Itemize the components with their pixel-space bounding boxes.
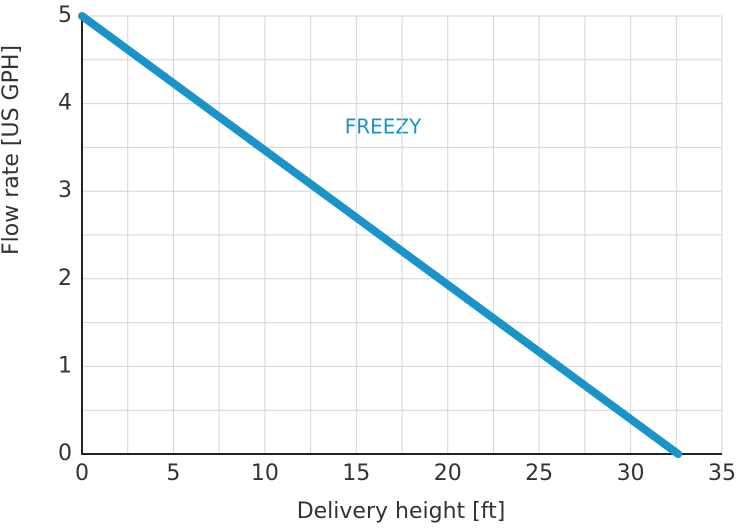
y-tick-label: 5 bbox=[58, 3, 72, 28]
y-tick-label: 2 bbox=[58, 266, 72, 291]
x-tick-label: 35 bbox=[708, 461, 736, 486]
x-tick-label: 0 bbox=[75, 461, 89, 486]
line bbox=[78, 12, 683, 458]
x-tick-label: 5 bbox=[166, 461, 180, 486]
y-tick-label: 4 bbox=[58, 91, 72, 116]
annotation: FREEZY bbox=[345, 115, 422, 139]
y-tick-label: 0 bbox=[58, 441, 72, 466]
x-tick-label: 25 bbox=[525, 461, 553, 486]
x-tick-label: 15 bbox=[342, 461, 370, 486]
y-axis-label: Flow rate [US GPH] bbox=[0, 45, 24, 255]
y-tick-label: 1 bbox=[58, 353, 72, 378]
x-tick-label: 20 bbox=[434, 461, 462, 486]
x-axis-label: Delivery height [ft] bbox=[297, 499, 506, 524]
x-tick-label: 10 bbox=[251, 461, 279, 486]
x-tick-label: 30 bbox=[617, 461, 645, 486]
y-tick-label: 3 bbox=[58, 178, 72, 203]
